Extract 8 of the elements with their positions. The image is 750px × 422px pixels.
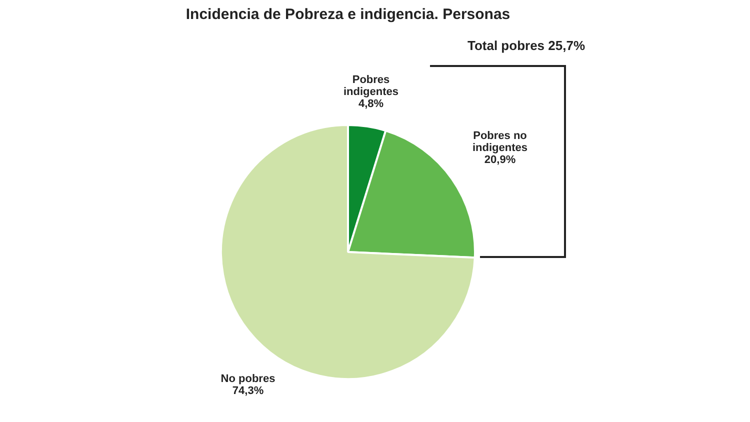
slice-label: No pobres — [220, 373, 276, 386]
data-label: 20,9% — [484, 154, 516, 166]
slice-label: Pobres no indigentes — [472, 130, 528, 154]
text: Total pobres 25,7% — [466, 38, 585, 53]
data-label: 74,3% — [232, 385, 264, 398]
slice-label: Pobres indigentes — [343, 74, 399, 98]
chart-title: Incidencia de Pobreza e indigencia. Personas — [184, 6, 512, 23]
data-label: 4,8% — [358, 98, 384, 110]
